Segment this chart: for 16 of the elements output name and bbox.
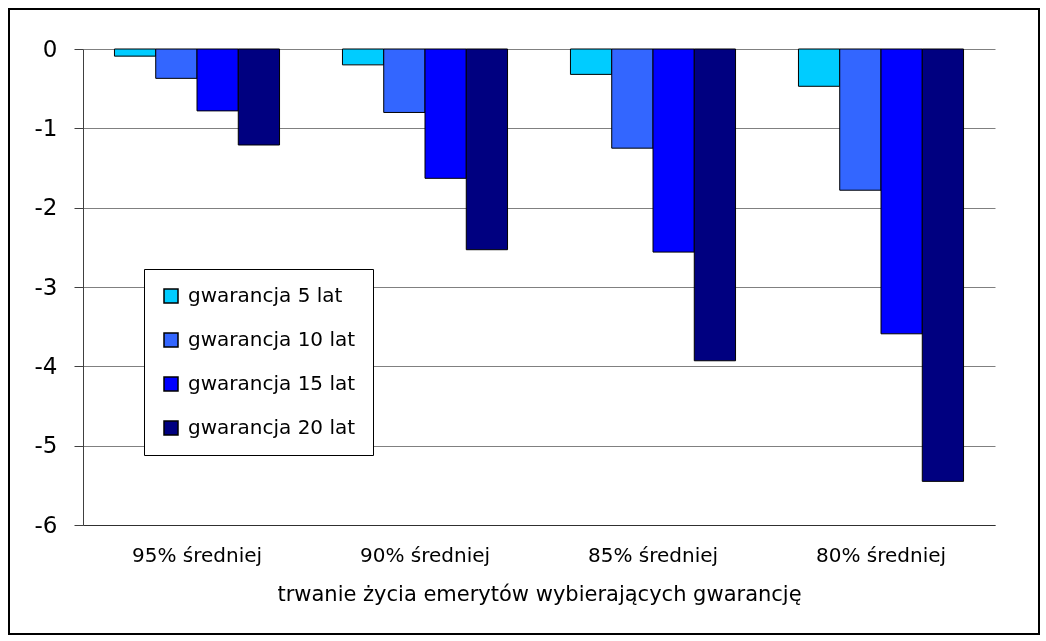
legend-label: gwarancja 20 lat <box>188 415 356 439</box>
legend-label: gwarancja 10 lat <box>188 327 356 351</box>
x-tick-label: 95% średniej <box>131 542 263 567</box>
y-tick-label: -3 <box>34 273 58 300</box>
y-tick-label: 0 <box>42 35 58 62</box>
y-tick-label: -1 <box>34 114 58 141</box>
y-tick-label: -4 <box>34 352 58 379</box>
y-tick-label: -6 <box>34 511 58 538</box>
x-axis-title: trwanie życia emerytów wybierających gwarancję <box>277 581 802 606</box>
x-tick-label: 90% średniej <box>359 542 491 567</box>
y-tick-label: -5 <box>34 432 58 459</box>
x-tick-label: 85% średniej <box>587 542 719 567</box>
y-tick-label: -2 <box>34 194 58 221</box>
x-tick-label: 80% średniej <box>815 542 947 567</box>
legend-label: gwarancja 5 lat <box>188 283 343 307</box>
legend-label: gwarancja 15 lat <box>188 371 356 395</box>
